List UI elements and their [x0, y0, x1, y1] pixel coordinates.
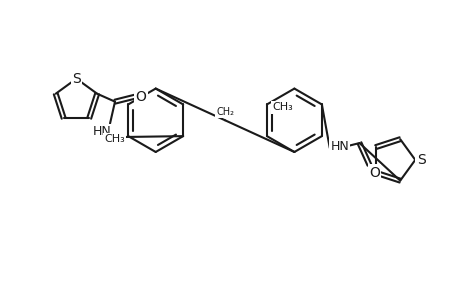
Text: HN: HN — [330, 140, 348, 152]
Text: S: S — [72, 72, 81, 86]
Text: S: S — [416, 153, 425, 167]
Text: CH₂: CH₂ — [216, 107, 234, 117]
Text: HN: HN — [93, 125, 111, 138]
Text: CH₃: CH₃ — [272, 102, 292, 112]
Text: O: O — [368, 166, 379, 180]
Text: CH₃: CH₃ — [104, 134, 124, 144]
Text: O: O — [135, 90, 146, 104]
